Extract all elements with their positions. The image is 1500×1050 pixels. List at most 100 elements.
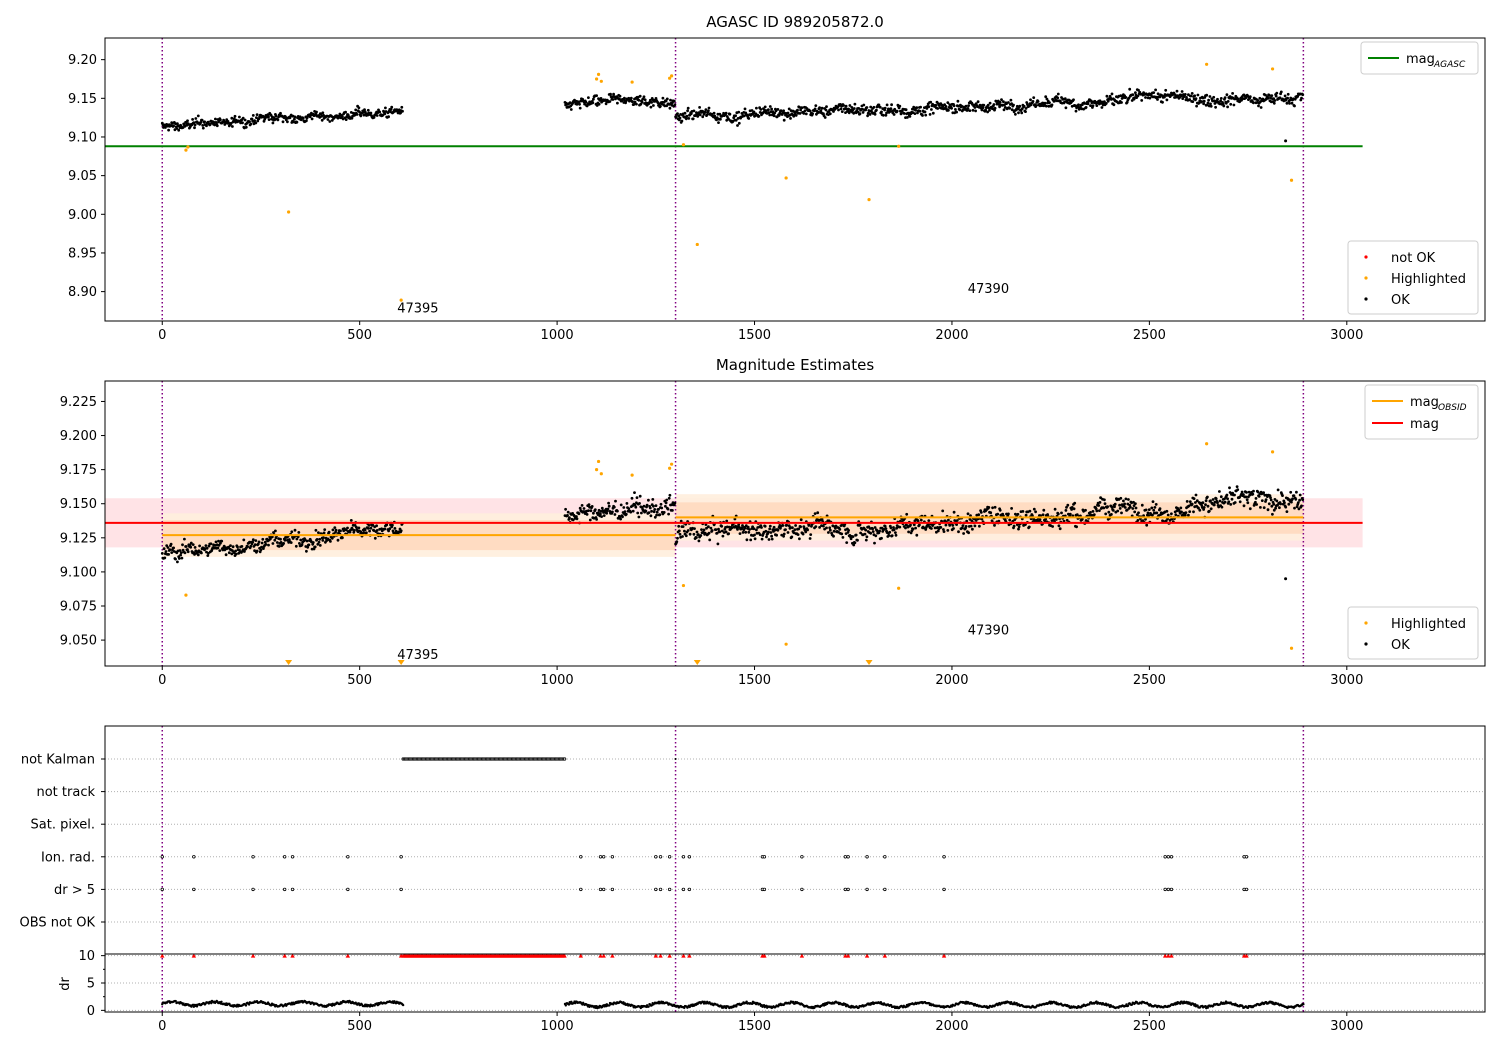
ok-point [714, 528, 718, 531]
flag-event-marker [843, 887, 848, 892]
ok-point [1125, 508, 1129, 512]
ok-point [864, 108, 868, 112]
ok-point [1134, 506, 1138, 510]
ok-point [637, 98, 641, 102]
ok-point [782, 118, 786, 122]
y-tick-label: 10 [78, 949, 95, 964]
ok-point [163, 556, 167, 560]
ok-point [267, 543, 270, 547]
ok-point [1056, 512, 1060, 516]
ok-point [1120, 511, 1123, 515]
ok-point [704, 108, 708, 111]
flag-event-marker [579, 855, 583, 859]
ok-point [234, 552, 238, 556]
highlighted-point [594, 77, 599, 81]
ok-point [791, 526, 794, 530]
ok-point [650, 509, 653, 513]
ok-point [688, 532, 692, 536]
ok-point [1036, 100, 1040, 103]
ok-point [906, 116, 909, 119]
ok-point [1278, 96, 1282, 100]
ok-point [720, 524, 724, 528]
dr-capped-marker [562, 953, 567, 958]
ok-point [262, 547, 265, 550]
ok-point [282, 542, 285, 545]
ok-point [1194, 501, 1197, 504]
flag-event-marker [843, 855, 848, 859]
ok-point [822, 524, 825, 528]
ok-point [375, 529, 379, 532]
ok-point [368, 529, 371, 533]
ok-point [1140, 99, 1144, 102]
ok-point [676, 536, 679, 540]
ok-point [1269, 496, 1272, 500]
ok-point [354, 525, 358, 529]
ok-point [1255, 503, 1258, 506]
dr-capped-marker [864, 953, 870, 958]
plot-area [105, 38, 1363, 321]
x-tick-label: 2500 [1133, 328, 1166, 343]
dr-capped-marker [601, 953, 606, 958]
ok-point [358, 110, 361, 114]
ok-point [841, 536, 845, 539]
ok-point [638, 502, 641, 505]
ok-point [1300, 504, 1303, 508]
ok-point [362, 113, 366, 117]
ok-point [767, 538, 771, 541]
ok-point [238, 115, 241, 119]
ok-point [1084, 106, 1088, 109]
ok-point [217, 539, 220, 543]
ok-point [313, 545, 317, 549]
ok-point [399, 529, 403, 533]
ok-point [1188, 510, 1192, 513]
ok-point [854, 533, 858, 537]
ok-point [684, 534, 688, 538]
ok-point [1165, 98, 1169, 102]
ok-point [1064, 106, 1068, 110]
ok-point [704, 523, 708, 526]
ok-point [1226, 497, 1229, 501]
legend-point-label: not OK [1391, 251, 1436, 266]
ok-point [779, 109, 783, 113]
ok-point [814, 104, 818, 107]
ok-point [1267, 93, 1271, 97]
ok-point [947, 518, 950, 522]
ok-point [757, 114, 761, 118]
ok-point [931, 111, 935, 115]
ok-point [1015, 523, 1019, 526]
ok-point [797, 527, 801, 531]
ok-point [612, 92, 615, 96]
dr-capped-marker [160, 953, 165, 958]
ok-point [249, 122, 253, 126]
ok-point [279, 537, 282, 541]
dr-point [570, 1000, 573, 1004]
ok-point [613, 513, 617, 516]
ok-point [1008, 518, 1012, 522]
ok-point [998, 508, 1002, 512]
flag-event-marker [883, 887, 887, 892]
ok-point [848, 104, 852, 107]
ok-point [281, 120, 285, 124]
ok-point [868, 113, 872, 116]
ok-point [1235, 485, 1239, 488]
ok-point [1147, 514, 1150, 517]
ok-point [1270, 504, 1274, 508]
x-tick-label: 500 [347, 1019, 372, 1034]
ok-point [564, 507, 567, 511]
ok-point [666, 507, 670, 511]
ok-point [177, 557, 181, 560]
ok-point [1185, 500, 1189, 503]
ok-point [1074, 109, 1078, 113]
y-tick-label: 8.95 [68, 246, 97, 261]
ok-point [912, 105, 916, 109]
ok-point [1288, 102, 1291, 105]
ok-point [748, 528, 751, 531]
ok-point [339, 529, 342, 533]
ok-point [880, 110, 883, 114]
ok-point [887, 534, 891, 537]
ok-point [1012, 524, 1016, 528]
ok-point [1254, 500, 1257, 504]
ok-point [655, 513, 658, 517]
flag-event-marker [610, 855, 615, 859]
ok-point [346, 526, 349, 530]
